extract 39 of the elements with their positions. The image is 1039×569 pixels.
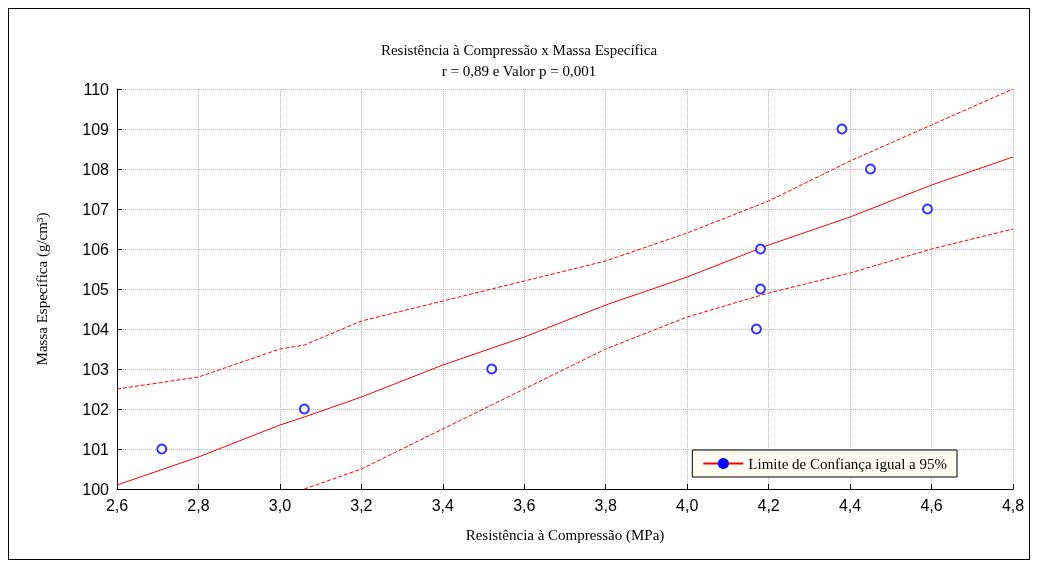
point	[836, 123, 848, 135]
point	[156, 443, 168, 455]
y-tick-label: 100	[82, 480, 110, 498]
x-axis-title: Resistência à Compressão (MPa)	[465, 526, 665, 544]
y-tick-label: 108	[82, 160, 110, 178]
point	[298, 403, 310, 415]
x-tick-label: 4,6	[920, 496, 943, 514]
point	[750, 323, 762, 335]
point	[864, 163, 876, 175]
y-tick-label: 107	[82, 200, 110, 218]
x-tick-label: 4,0	[676, 496, 699, 514]
y-tick-label: 101	[82, 440, 110, 458]
x-tick-label: 2,8	[187, 496, 210, 514]
point	[921, 203, 933, 215]
y-axis-title: Massa Específica (g/cm³)	[33, 212, 51, 366]
x-tick-label: 3,8	[594, 496, 617, 514]
chart-subtitle: r = 0,89 e Valor p = 0,001	[441, 62, 597, 79]
line-series	[303, 228, 1014, 490]
y-tick-label: 110	[83, 80, 110, 98]
x-tick-label: 2,6	[105, 496, 129, 514]
y-tick-label: 103	[82, 360, 110, 378]
point	[755, 243, 766, 255]
chart-title: Resistência à Compressão x Massa Específica	[380, 41, 658, 58]
point	[486, 363, 498, 375]
x-tick-label: 4,8	[1001, 496, 1025, 514]
x-tick-label: 3,4	[431, 496, 455, 514]
y-tick-label: 104	[82, 320, 110, 338]
line-series	[116, 156, 1014, 486]
x-tick-label: 3,2	[350, 496, 373, 514]
y-tick-label: 105	[82, 280, 110, 298]
point	[755, 283, 766, 295]
x-tick-label: 4,4	[838, 496, 862, 514]
x-tick-label: 3,6	[513, 496, 536, 514]
x-tick-label: 3,0	[268, 496, 292, 514]
legend-label: Limite de Confiança igual a 95%	[748, 455, 947, 472]
y-tick-label: 106	[82, 240, 110, 258]
x-tick-label: 4,2	[757, 496, 780, 514]
y-tick-label: 109	[82, 120, 110, 138]
y-tick-label: 102	[82, 400, 110, 418]
